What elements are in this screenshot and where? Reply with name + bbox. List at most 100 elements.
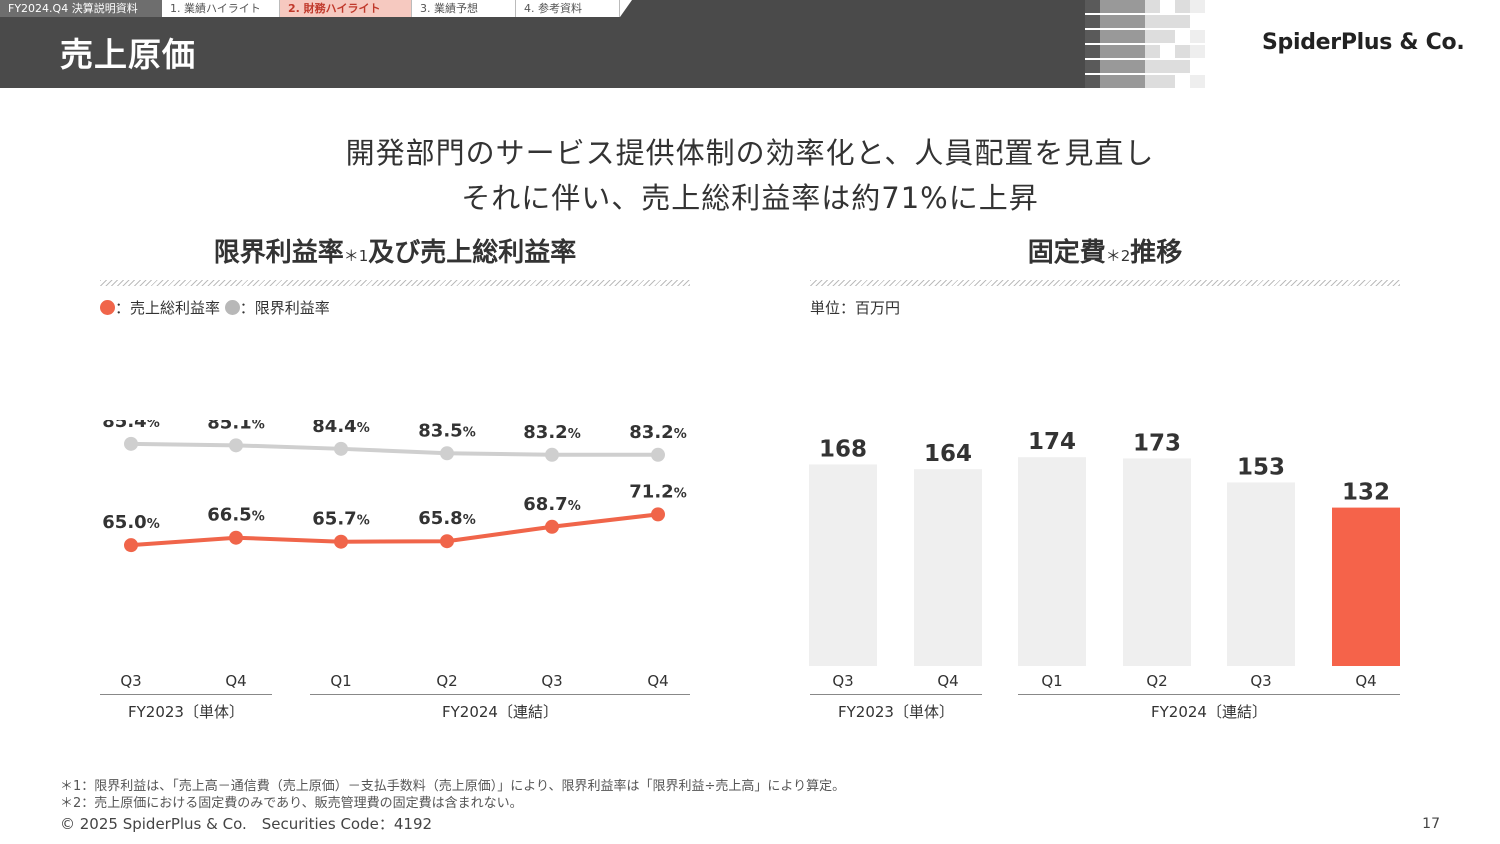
marginal-margin-label: 85.4% [102,420,159,432]
mosaic-tile [1175,15,1190,28]
marginal-margin-point [651,447,665,462]
fixed-cost-bar-chart: 168 164 174 173 153 132 [809,429,1400,666]
right-title-suffix: 推移 [1130,238,1183,268]
mosaic-tile [1115,60,1130,73]
left-title-main: 限界利益率 [213,238,344,268]
fixed-cost-value-label: 174 [1028,429,1076,455]
logo-area [1085,0,1500,88]
fixed-cost-value-label: 132 [1342,480,1390,506]
left-fy2024-label: FY2024〔連結〕 [442,703,558,721]
fixed-cost-value-label: 164 [924,441,972,467]
marginal-margin-legend-label: ：限界利益率 [239,299,330,317]
marginal-margin-label: 83.2% [629,422,686,443]
footnote-2: ＊2：売上原価における固定費のみであり、販売管理費の固定費は含まれない。 [60,796,523,811]
headline-line-2: それに伴い、売上総利益率は約71%に上昇 [461,181,1039,215]
right-fy2024-bracket [1018,694,1400,695]
left-category-label: Q4 [225,672,247,690]
fixed-cost-bar [1332,507,1400,666]
right-title-footnote-mark: ＊2 [1105,247,1131,265]
mosaic-tile [1085,30,1100,43]
mosaic-tile [1100,60,1115,73]
tab-forecast[interactable]: 3. 業績予想 [412,0,516,17]
mosaic-tile [1145,45,1160,58]
right-fy2023-bracket [810,694,982,695]
page-title: 売上原価 [60,35,196,74]
gross-margin-line [130,512,659,548]
marginal-margin-label: 84.4% [312,420,369,437]
tab-business-highlights[interactable]: 1. 業績ハイライト [162,0,280,17]
fixed-cost-value-label: 173 [1133,430,1181,456]
left-chart-title: 限界利益率＊1及び売上総利益率 [100,232,690,269]
mosaic-tile [1085,45,1100,58]
left-title-suffix: 及び売上総利益率 [368,238,577,268]
mosaic-tile [1100,15,1115,28]
mosaic-tile [1190,0,1205,13]
marginal-margin-line [130,441,658,457]
left-legend: ：売上総利益率 ：限界利益率 [100,297,330,318]
gross-margin-point [334,534,348,549]
mosaic-tile [1175,45,1190,58]
mosaic-tile [1100,30,1115,43]
left-fy2024-bracket [310,694,690,695]
gross-margin-label: 65.8% [418,508,475,529]
copyright: © 2025 SpiderPlus & Co. Securities Code：… [60,815,433,833]
fixed-cost-bar [1123,458,1191,666]
gross-margin-point [124,538,138,553]
mosaic-tile [1160,75,1175,88]
gross-margin-point [545,519,559,534]
gross-margin-label: 71.2% [629,481,686,502]
right-chart-title: 固定費＊2推移 [810,232,1400,269]
mosaic-tile [1100,0,1115,13]
page-number: 17 [1422,816,1440,832]
mosaic-tile [1130,30,1145,43]
deck-label: FY2024.Q4 決算説明資料 [0,0,162,17]
marginal-margin-label: 83.5% [418,420,475,441]
right-title-rule [810,280,1400,286]
left-category-label: Q3 [541,672,563,690]
gross-margin-point [229,530,243,545]
left-title-rule [100,280,690,286]
headline-line-1: 開発部門のサービス提供体制の効率化と、人員配置を見直し [345,136,1155,170]
mosaic-tile [1175,60,1190,73]
mosaic-tile [1130,15,1145,28]
fixed-cost-bar [1018,457,1086,666]
left-category-label: Q3 [120,672,142,690]
mosaic-tile [1085,75,1100,88]
marginal-margin-point [545,447,559,462]
marginal-margin-legend-dot [224,300,240,315]
fixed-cost-bar [809,464,877,666]
mosaic-tile [1160,30,1175,43]
fixed-cost-bar [1227,482,1295,666]
mosaic-tile [1145,15,1160,28]
left-category-label: Q1 [330,672,352,690]
fixed-cost-value-label: 153 [1237,454,1285,480]
mosaic-tile [1145,30,1160,43]
gross-margin-legend-dot [100,300,115,315]
mosaic-tile [1130,75,1145,88]
margin-line-chart: 85.4% 85.1% 84.4% 83.5% 83.2% 83.2% 65.0% 66.5%… [102,420,687,553]
marginal-margin-point [229,438,243,453]
left-category-label: Q4 [647,672,669,690]
mosaic-tile [1190,75,1205,88]
unit-label: 単位：百万円 [810,299,901,317]
tab-end-slant [620,0,632,17]
marginal-margin-label: 85.1% [207,420,264,433]
mosaic-tile [1130,0,1145,13]
right-category-label: Q4 [937,672,959,690]
right-fy2024-label: FY2024〔連結〕 [1151,703,1267,721]
mosaic-tile [1145,60,1160,73]
mosaic-tile [1160,60,1175,73]
mosaic-tile [1175,0,1190,13]
tab-financial-highlights[interactable]: 2. 財務ハイライト [280,0,412,17]
mosaic-tile [1100,75,1115,88]
mosaic-tile [1160,15,1175,28]
left-title-footnote-mark: ＊1 [343,247,369,265]
mosaic-tile [1100,45,1115,58]
tab-appendix[interactable]: 4. 参考資料 [516,0,620,17]
right-fy2023-label: FY2023〔単体〕 [838,703,954,721]
right-category-label: Q3 [832,672,854,690]
fixed-cost-value-label: 168 [819,436,867,462]
mosaic-tile [1085,0,1100,13]
mosaic-tile [1085,15,1100,28]
mosaic-tile [1085,60,1100,73]
